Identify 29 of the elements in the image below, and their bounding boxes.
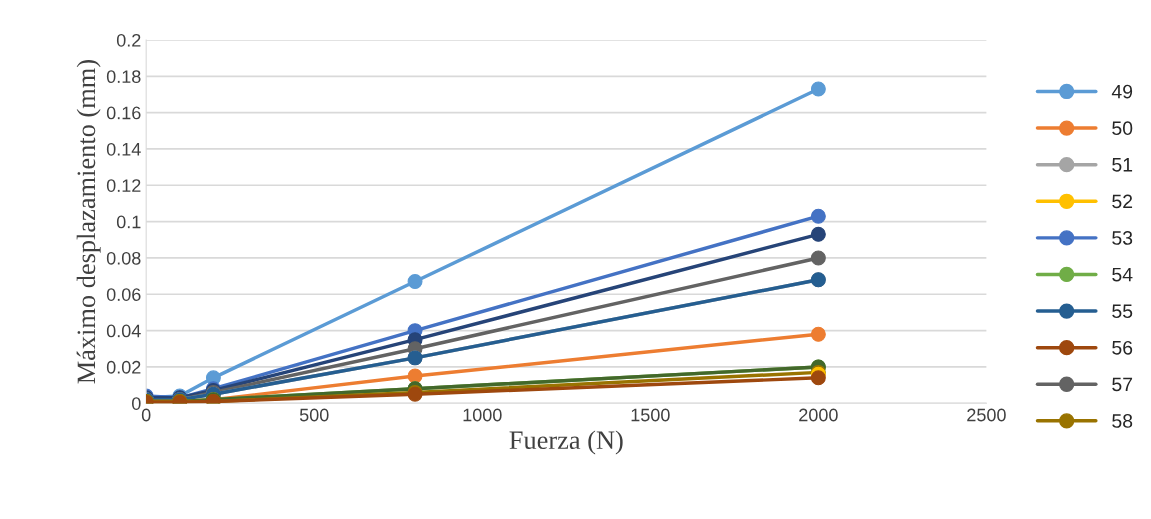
y-tick-label: 0.2 (116, 33, 141, 47)
legend-label: 56 (1112, 340, 1133, 355)
legend-label: 53 (1112, 231, 1133, 245)
legend-label: 54 (1112, 267, 1133, 282)
y-tick-label: 0.14 (106, 142, 141, 156)
y-tick-label: 0 (131, 397, 141, 410)
x-tick-label: 2000 (799, 408, 838, 422)
y-axis-title: Máximo desplazamiento (mm) (76, 60, 101, 384)
legend-label: 50 (1112, 121, 1133, 136)
legend-label: 55 (1112, 304, 1133, 319)
x-tick-label: 500 (299, 408, 329, 422)
x-tick-label: 0 (141, 408, 151, 422)
y-tick-label: 0.16 (106, 106, 141, 120)
y-tick-label: 0.1 (116, 215, 141, 229)
y-tick-label: 0.06 (106, 288, 141, 301)
y-tick-label: 0.02 (106, 360, 141, 374)
legend-label: 57 (1112, 377, 1133, 392)
legend-label: 51 (1112, 158, 1133, 172)
legend-label: 52 (1112, 194, 1133, 209)
y-tick-label: 0.08 (106, 251, 141, 265)
y-tick-label: 0.12 (106, 179, 141, 192)
x-tick-label: 2500 (967, 408, 1006, 422)
y-tick-label: 0.04 (106, 324, 141, 338)
legend-label: 58 (1112, 414, 1133, 428)
y-tick-label: 0.18 (106, 70, 141, 84)
x-tick-label: 1500 (631, 408, 670, 422)
x-axis-title: Fuerza (N) (509, 430, 623, 455)
x-tick-label: 1000 (463, 408, 502, 422)
legend-label: 49 (1111, 84, 1133, 99)
